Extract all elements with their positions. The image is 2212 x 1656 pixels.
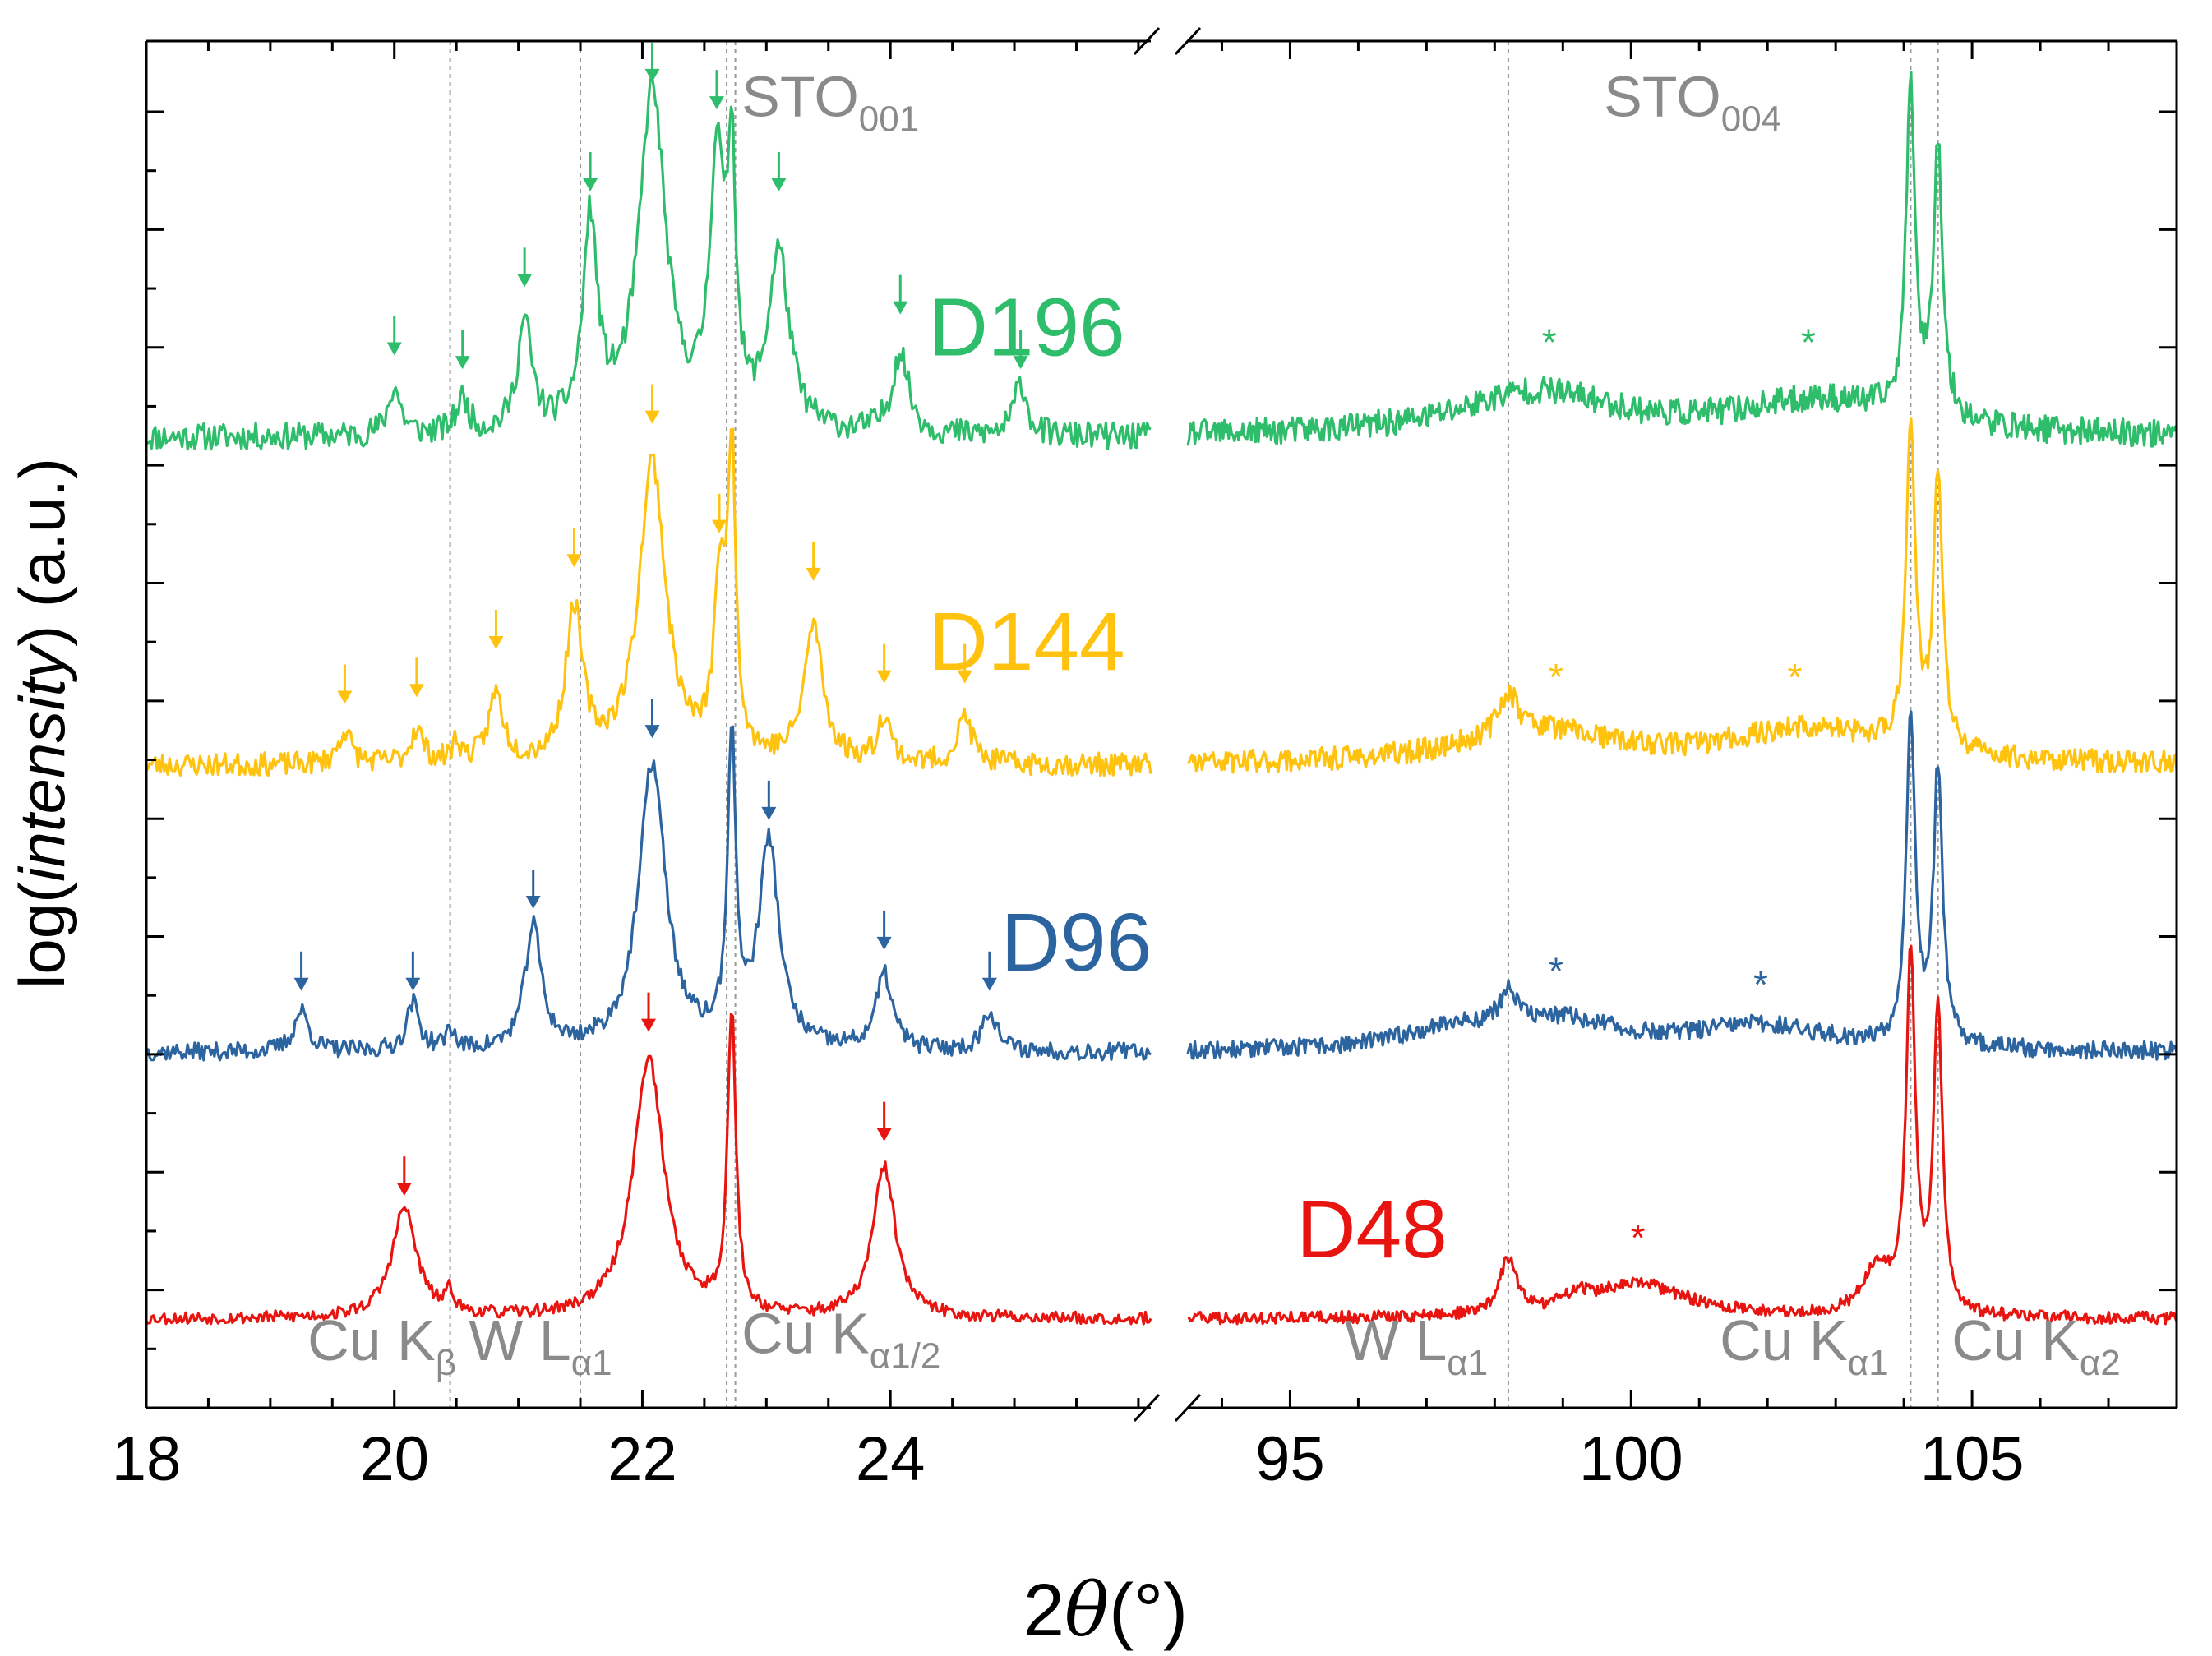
- peak-arrowhead: [525, 896, 541, 910]
- y-axis-label: log(intensity) (a.u.): [6, 458, 78, 989]
- peak-arrowhead: [876, 1128, 892, 1142]
- series-label-d196: D196: [929, 281, 1125, 373]
- series-label-d144: D144: [929, 596, 1125, 688]
- series-line-d144: [145, 427, 1152, 777]
- peak-arrowhead: [293, 977, 309, 991]
- star-marker: *: [1542, 321, 1557, 363]
- x-tick-label: 20: [359, 1424, 429, 1494]
- star-marker: *: [1549, 656, 1563, 699]
- series-line-d96: [1186, 710, 2178, 1061]
- x-tick-label: 100: [1579, 1424, 1683, 1494]
- peak-arrowhead: [644, 725, 660, 739]
- peak-arrowhead: [386, 342, 402, 356]
- annotation-label: STO001: [741, 64, 919, 139]
- annotation-label: Cu Kα1/2: [741, 1301, 940, 1376]
- x-tick-label: 24: [856, 1424, 926, 1494]
- series-label-d48: D48: [1296, 1183, 1447, 1275]
- annotation-label: W Lα1: [1345, 1308, 1488, 1383]
- axis-break-mark: [1174, 26, 1202, 56]
- peak-arrowhead: [409, 684, 424, 698]
- peak-arrowhead: [488, 636, 504, 650]
- series-line-d48: [1187, 944, 2178, 1326]
- peak-arrowhead: [641, 1018, 656, 1032]
- peak-arrowhead: [876, 670, 892, 684]
- series-line-d144: [1187, 417, 2178, 774]
- series-line-d196: [145, 75, 1152, 451]
- series-line-d196: [1186, 71, 2178, 448]
- peak-arrowhead: [396, 1183, 412, 1197]
- star-marker: *: [1631, 1216, 1646, 1259]
- axis-break-mark: [1133, 1393, 1161, 1423]
- peak-arrowhead: [957, 670, 972, 684]
- series-layer: [145, 71, 2178, 1326]
- peak-arrowhead: [981, 977, 997, 991]
- peak-arrowhead: [1013, 356, 1028, 370]
- peak-arrowhead: [455, 356, 470, 370]
- annotation-label: STO004: [1604, 64, 1781, 139]
- peak-arrowhead: [583, 178, 598, 191]
- star-marker: *: [1787, 656, 1802, 699]
- peak-arrowhead: [806, 567, 821, 581]
- peak-arrowhead: [405, 977, 421, 991]
- star-marker: *: [1549, 949, 1563, 992]
- x-tick-label: 22: [607, 1424, 677, 1494]
- peak-arrowhead: [517, 274, 533, 288]
- x-tick-label: 95: [1255, 1424, 1325, 1494]
- peak-arrowhead: [337, 690, 353, 704]
- axes: 18 20 22 24 95 100 105: [112, 26, 2178, 1494]
- peak-arrowhead: [566, 554, 582, 568]
- peak-arrowhead: [771, 178, 787, 191]
- annotation-label: Cu Kα1: [1720, 1308, 1889, 1383]
- peak-arrowhead: [893, 301, 908, 315]
- series-label-d96: D96: [1001, 897, 1152, 989]
- star-marker: *: [1753, 963, 1768, 1006]
- series-line-d96: [145, 725, 1152, 1062]
- x-tick-label: 18: [112, 1424, 182, 1494]
- peak-markers: * * D196 * * D144 * * D96 * D48: [293, 42, 1816, 1275]
- peak-arrowhead: [644, 68, 660, 82]
- axis-break-mark: [1174, 1393, 1202, 1423]
- peak-arrowhead: [876, 936, 892, 950]
- annotation-label: W Lα1: [469, 1308, 612, 1383]
- series-line-d48: [145, 1013, 1152, 1326]
- annotation-label: Cu Kβ: [307, 1308, 456, 1383]
- x-tick-label: 105: [1920, 1424, 2025, 1494]
- peak-arrowhead: [711, 519, 727, 533]
- x-axis-label: 2θ(°): [1023, 1567, 1188, 1654]
- peak-arrowhead: [644, 410, 660, 424]
- peak-arrowhead: [709, 96, 724, 110]
- annotation-label: Cu Kα2: [1951, 1308, 2121, 1383]
- peak-arrowhead: [761, 806, 777, 820]
- star-marker: *: [1801, 321, 1816, 363]
